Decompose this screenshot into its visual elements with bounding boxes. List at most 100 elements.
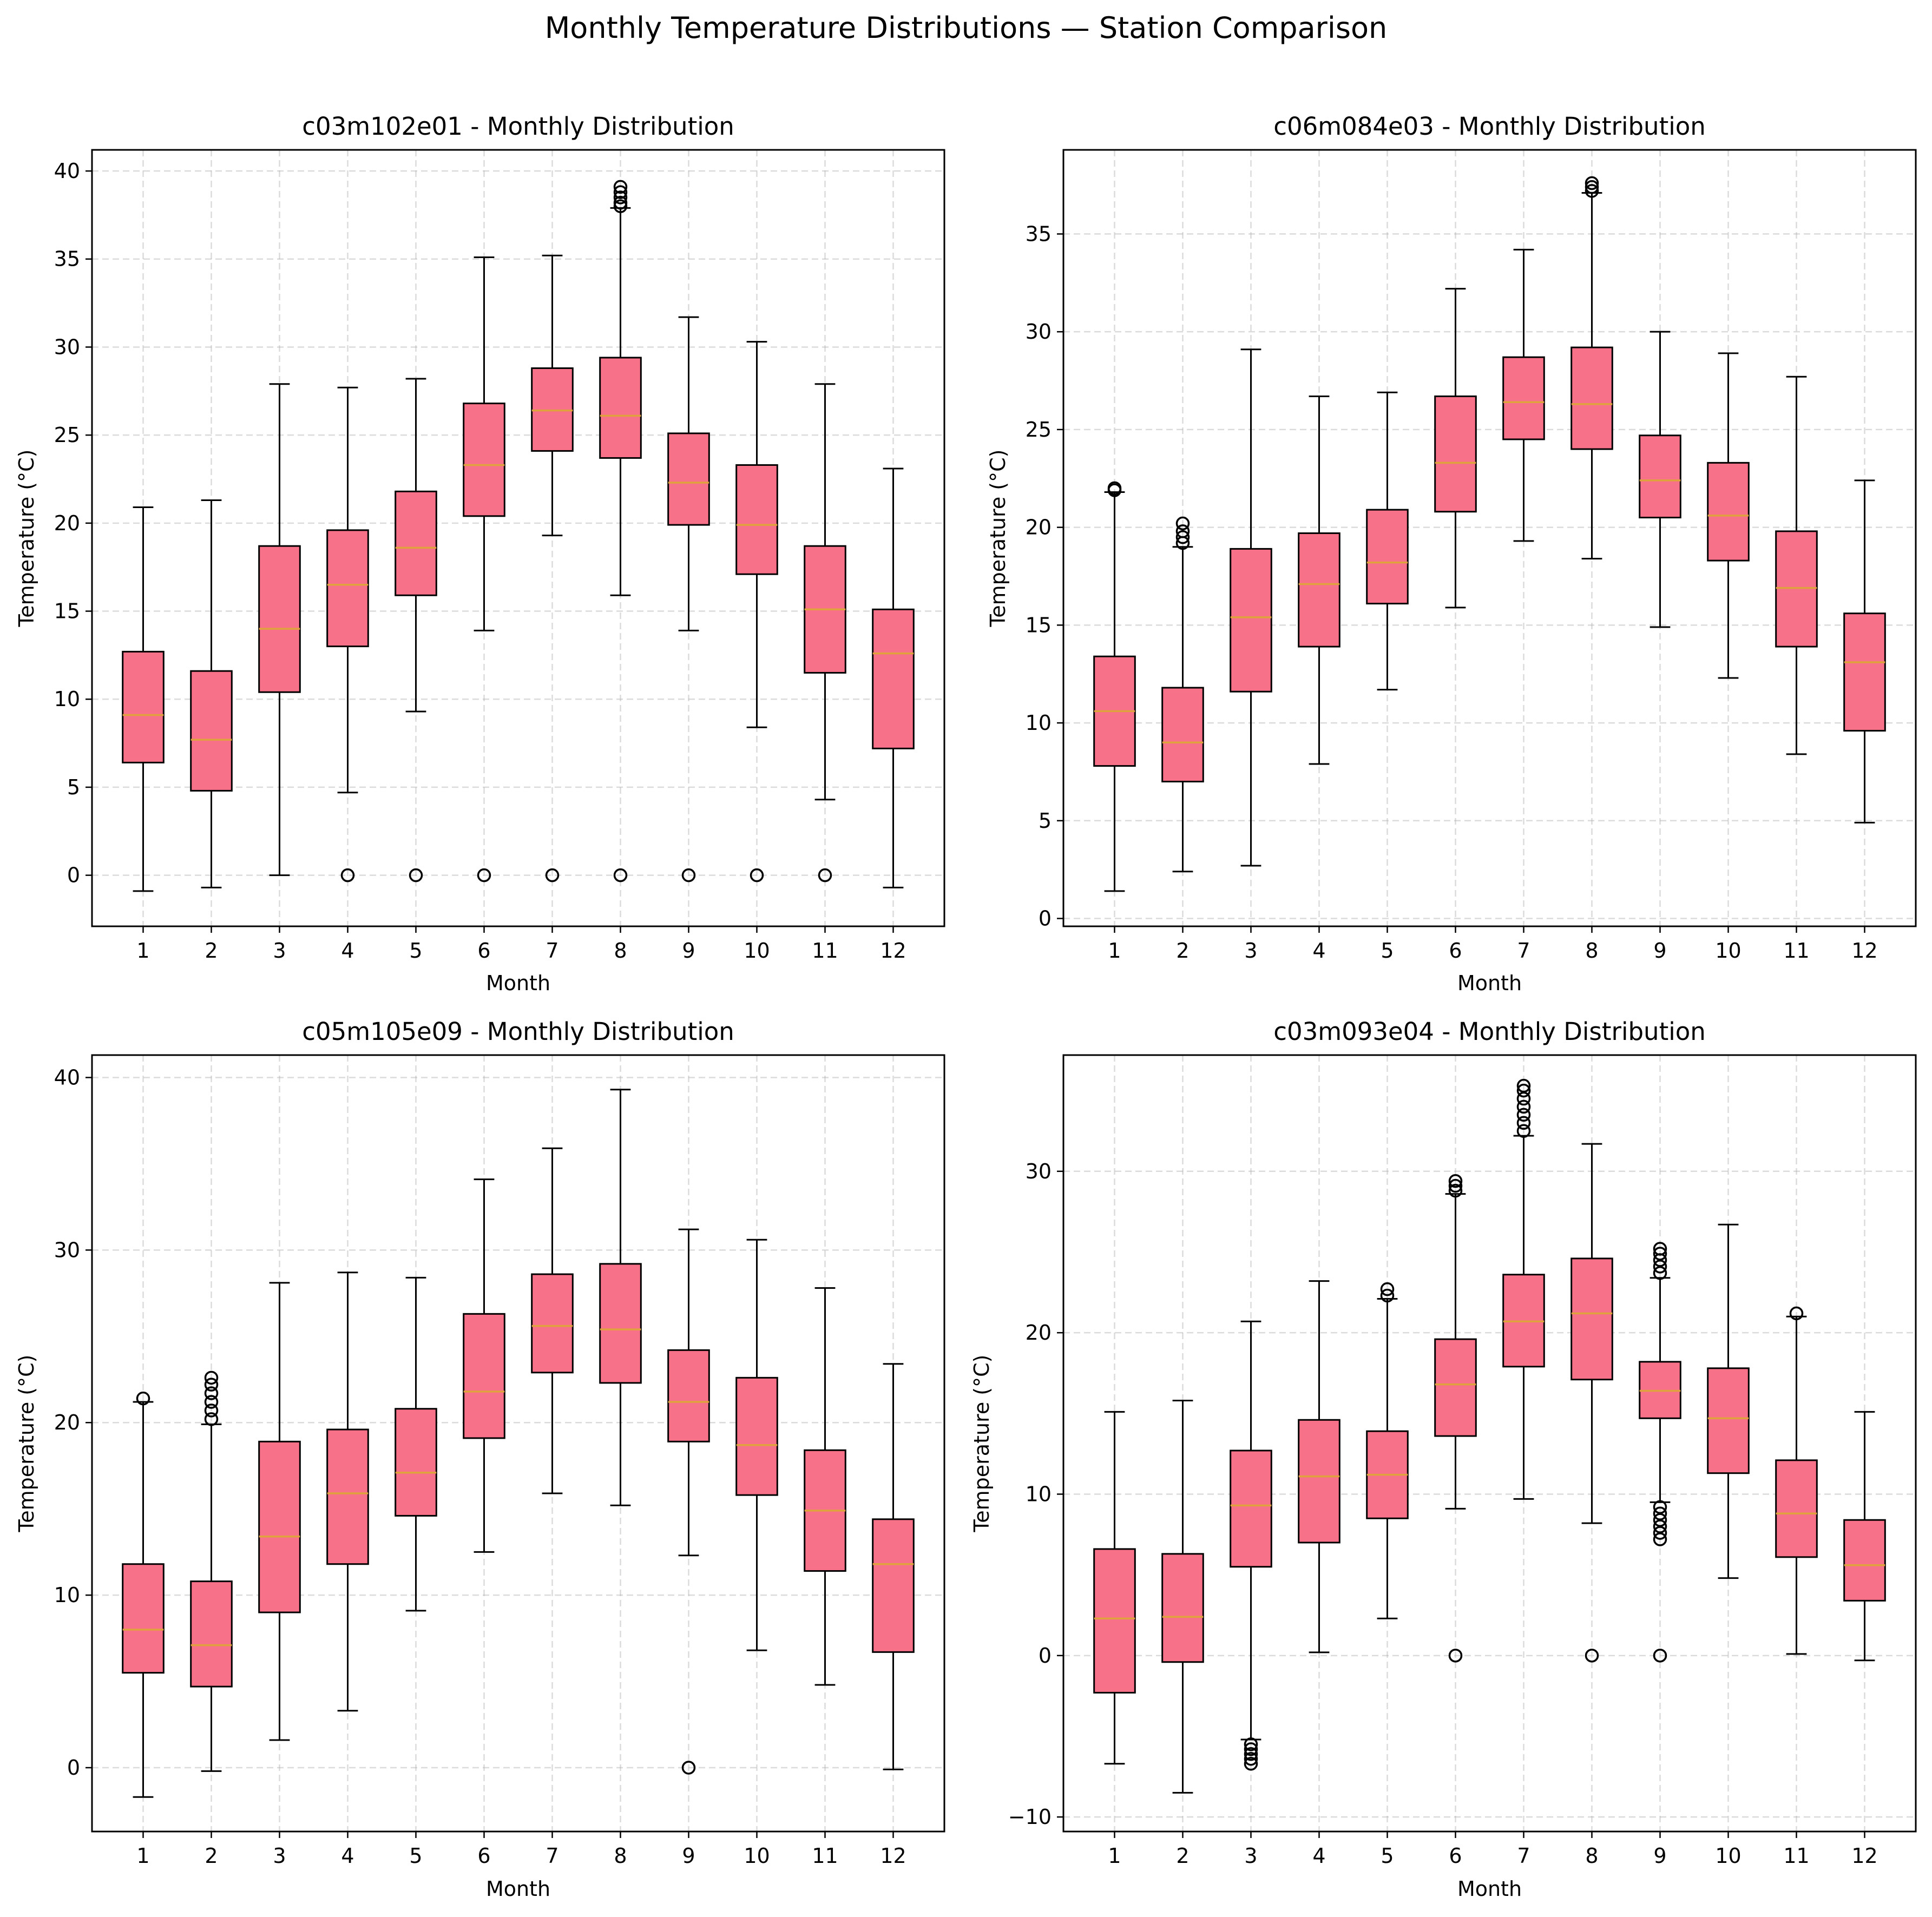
y-tick-label: 15 <box>1026 613 1052 637</box>
x-tick-label: 12 <box>1851 1844 1877 1868</box>
outlier-point <box>613 190 628 205</box>
y-tick-label: 10 <box>1026 711 1052 735</box>
outlier-point <box>1244 1737 1258 1751</box>
grid <box>1063 1055 1916 1832</box>
y-tick-label: 5 <box>1039 809 1052 833</box>
axes-frame <box>1062 1054 1917 1833</box>
outlier-point <box>750 868 764 882</box>
y-tick-label: 10 <box>54 1583 80 1607</box>
iqr-box <box>463 1313 505 1439</box>
outlier-point <box>1653 1247 1667 1261</box>
panel-title: c06m084e03 - Monthly Distribution <box>1273 112 1706 141</box>
box-month-1 <box>122 506 165 892</box>
iqr-box <box>190 670 233 792</box>
iqr-box <box>1093 1548 1136 1694</box>
x-axis-ticks: 1 2 3 4 5 6 7 8 9 10 11 12 <box>1108 1832 1878 1868</box>
y-axis-label: Temperature (°C) <box>986 450 1010 628</box>
box-month-9 <box>667 1228 710 1775</box>
panel-2: c06m084e03 - Monthly Distribution Month … <box>986 112 1917 995</box>
x-tick-label: 1 <box>136 1844 149 1868</box>
x-tick-label: 1 <box>1108 939 1121 963</box>
box-month-5 <box>395 1276 437 1612</box>
iqr-box <box>599 357 642 459</box>
y-tick-label: 35 <box>1026 222 1052 246</box>
box-month-2 <box>1161 1399 1204 1794</box>
outlier-point <box>681 868 696 882</box>
x-tick-label: 10 <box>1715 939 1741 963</box>
box-month-1 <box>1093 481 1136 892</box>
x-axis-ticks: 1 2 3 4 5 6 7 8 9 10 11 12 <box>136 926 906 963</box>
x-tick-label: 5 <box>1381 1844 1394 1868</box>
box-month-6 <box>1434 1174 1477 1663</box>
y-axis-ticks: −10 0 10 20 30 <box>1008 1160 1063 1829</box>
iqr-box <box>1161 687 1204 783</box>
x-tick-label: 4 <box>1312 1844 1325 1868</box>
x-tick-label: 5 <box>409 1844 422 1868</box>
outlier-point <box>1516 1091 1531 1106</box>
outlier-point <box>477 868 491 882</box>
x-axis-label: Month <box>486 971 550 995</box>
box-month-12 <box>1843 479 1886 824</box>
x-tick-label: 5 <box>409 939 422 963</box>
y-tick-label: −10 <box>1008 1805 1052 1829</box>
x-tick-label: 6 <box>1449 1844 1462 1868</box>
box-month-2 <box>1161 516 1204 873</box>
iqr-box <box>1707 1367 1750 1474</box>
iqr-box <box>122 1563 165 1674</box>
grid <box>1063 150 1916 926</box>
outlier-point <box>1244 1742 1258 1756</box>
outlier-point <box>1653 1532 1667 1546</box>
iqr-box <box>1843 612 1886 732</box>
y-tick-label: 0 <box>1039 907 1052 931</box>
y-axis-ticks: 0 5 10 15 20 25 30 35 40 <box>54 159 92 887</box>
iqr-box <box>735 1376 778 1496</box>
x-tick-label: 4 <box>341 1844 354 1868</box>
x-tick-label: 8 <box>1585 1844 1598 1868</box>
x-tick-label: 10 <box>744 1844 770 1868</box>
x-tick-label: 1 <box>1108 1844 1121 1868</box>
outlier-point <box>1380 1282 1395 1296</box>
outlier-point <box>613 195 628 210</box>
x-tick-label: 8 <box>614 939 627 963</box>
outlier-point <box>1516 1116 1531 1130</box>
iqr-box <box>872 1518 915 1653</box>
x-tick-label: 9 <box>682 1844 695 1868</box>
outlier-point <box>1653 1526 1667 1540</box>
outlier-point <box>681 1761 696 1775</box>
outlier-point <box>1789 1306 1804 1321</box>
iqr-box <box>599 1263 642 1384</box>
x-tick-label: 11 <box>812 939 838 963</box>
iqr-box <box>258 1440 301 1613</box>
y-tick-label: 30 <box>54 1238 80 1262</box>
x-tick-label: 7 <box>546 939 558 963</box>
outlier-point <box>1516 1078 1531 1093</box>
x-tick-label: 3 <box>273 1844 286 1868</box>
y-tick-label: 30 <box>1026 1160 1052 1183</box>
box-month-3 <box>1230 348 1272 867</box>
outlier-point <box>1244 1756 1258 1771</box>
x-tick-label: 11 <box>1783 1844 1809 1868</box>
box-month-1 <box>122 1391 165 1798</box>
outlier-point <box>1585 176 1599 190</box>
box-month-6 <box>463 256 505 882</box>
box-month-5 <box>395 378 437 882</box>
outlier-point <box>1107 481 1122 496</box>
outlier-point <box>1516 1124 1531 1138</box>
outlier-point <box>1653 1500 1667 1514</box>
x-tick-label: 1 <box>136 939 149 963</box>
outlier-point <box>1380 1288 1395 1303</box>
y-tick-label: 0 <box>1039 1644 1052 1668</box>
box-month-11 <box>804 383 846 882</box>
x-tick-label: 2 <box>205 939 218 963</box>
outlier-point <box>1653 1260 1667 1274</box>
outlier-point <box>204 1386 219 1400</box>
outlier-point <box>613 180 628 194</box>
x-tick-label: 2 <box>1176 939 1189 963</box>
iqr-box <box>1230 548 1272 693</box>
outlier-point <box>409 868 423 882</box>
panel-1: c03m102e01 - Monthly Distribution Month … <box>15 112 945 995</box>
iqr-box <box>667 432 710 526</box>
y-axis-ticks: 0 5 10 15 20 25 30 35 <box>1026 222 1063 931</box>
outlier-point <box>1653 1513 1667 1527</box>
iqr-box <box>1639 434 1681 519</box>
